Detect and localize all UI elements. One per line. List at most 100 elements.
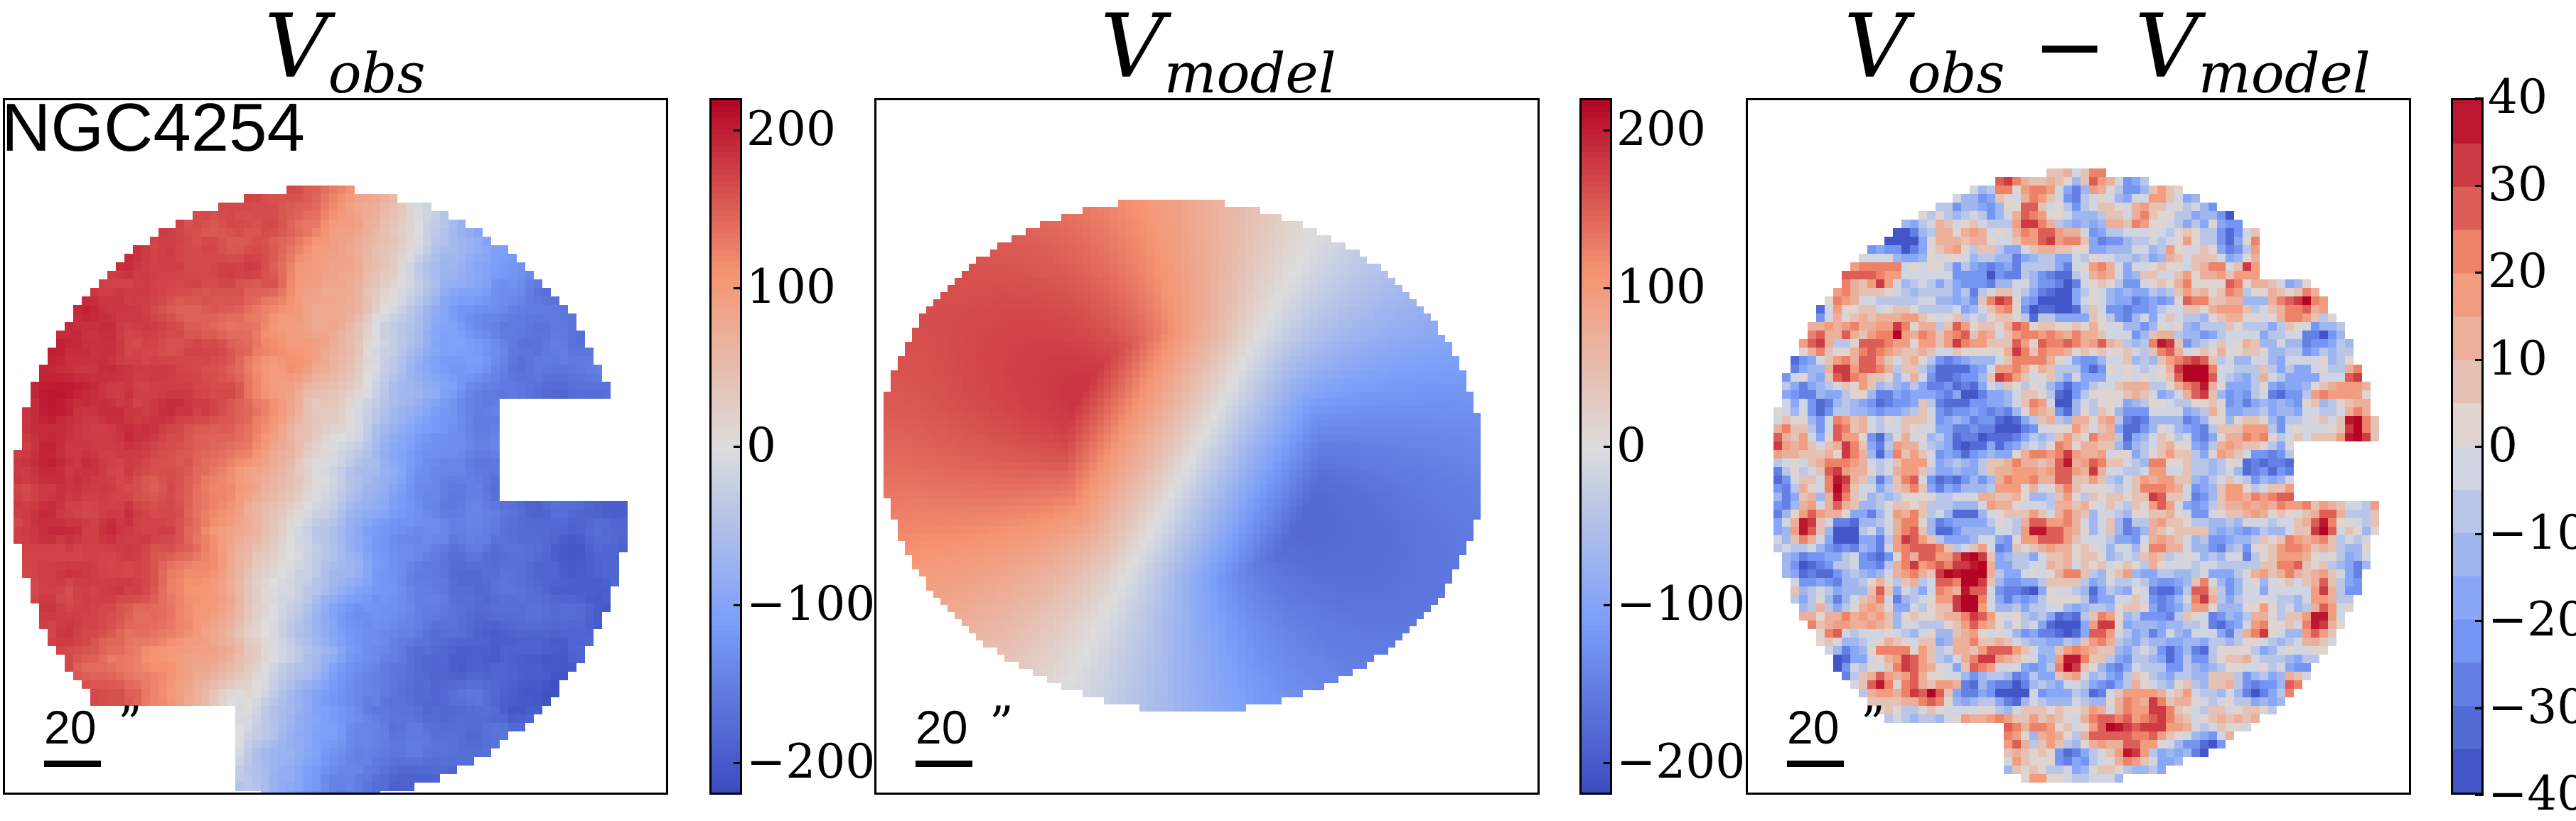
map-pixel xyxy=(338,638,346,646)
map-pixel xyxy=(1282,249,1289,257)
map-pixel xyxy=(372,612,380,621)
map-pixel xyxy=(372,510,380,518)
map-pixel xyxy=(133,288,141,296)
map-pixel xyxy=(414,603,423,612)
map-pixel xyxy=(423,467,431,476)
map-pixel xyxy=(210,476,218,484)
map-pixel xyxy=(90,518,99,527)
map-pixel xyxy=(176,271,184,279)
map-pixel xyxy=(269,296,278,305)
map-pixel xyxy=(244,518,252,527)
map-pixel xyxy=(372,714,380,723)
map-pixel xyxy=(116,382,124,390)
map-pixel xyxy=(500,544,508,552)
map-pixel xyxy=(380,407,389,416)
map-pixel xyxy=(321,621,329,629)
map-pixel xyxy=(124,586,133,595)
map-pixel xyxy=(389,510,397,518)
map-pixel xyxy=(304,356,312,365)
map-pixel xyxy=(329,774,338,783)
map-pixel xyxy=(295,279,304,288)
map-pixel xyxy=(508,262,517,271)
map-pixel xyxy=(346,313,355,322)
map-pixel xyxy=(159,331,167,339)
map-pixel xyxy=(338,783,346,791)
map-pixel xyxy=(474,271,483,279)
map-pixel xyxy=(218,407,227,416)
map-pixel xyxy=(278,262,286,271)
map-pixel xyxy=(227,612,235,621)
map-pixel xyxy=(1225,328,1232,335)
map-pixel xyxy=(449,697,457,706)
map-pixel xyxy=(312,723,321,731)
map-pixel xyxy=(304,271,312,279)
map-pixel xyxy=(602,510,611,518)
map-pixel xyxy=(124,450,133,458)
map-pixel xyxy=(355,731,363,740)
map-pixel xyxy=(48,586,56,595)
map-pixel xyxy=(542,672,551,680)
map-pixel xyxy=(602,569,611,578)
map-pixel xyxy=(278,211,286,220)
map-pixel xyxy=(321,791,329,793)
map-pixel xyxy=(483,484,491,493)
map-pixel xyxy=(346,407,355,416)
map-pixel xyxy=(363,416,372,424)
map-pixel xyxy=(559,501,568,510)
map-pixel xyxy=(167,407,176,416)
map-pixel xyxy=(406,220,414,228)
map-pixel xyxy=(218,493,227,501)
map-pixel xyxy=(304,638,312,646)
map-pixel xyxy=(483,527,491,535)
map-pixel xyxy=(31,518,39,527)
map-pixel xyxy=(1218,228,1225,235)
map-pixel xyxy=(602,527,611,535)
map-pixel xyxy=(1239,306,1246,313)
map-pixel xyxy=(474,245,483,254)
map-pixel xyxy=(1175,299,1182,306)
map-pixel xyxy=(457,561,466,569)
map-pixel xyxy=(107,561,116,569)
map-pixel xyxy=(355,603,363,612)
map-pixel xyxy=(286,697,295,706)
map-pixel xyxy=(338,271,346,279)
map-pixel xyxy=(1040,278,1047,285)
map-pixel xyxy=(56,399,65,407)
map-pixel xyxy=(969,271,976,278)
map-pixel xyxy=(22,484,31,493)
map-pixel xyxy=(286,731,295,740)
map-pixel xyxy=(585,501,594,510)
map-pixel xyxy=(491,714,500,723)
map-pixel xyxy=(542,569,551,578)
map-pixel xyxy=(82,313,90,322)
map-pixel xyxy=(1267,257,1274,264)
map-pixel xyxy=(269,655,278,663)
map-pixel xyxy=(1267,278,1274,285)
map-pixel xyxy=(338,450,346,458)
map-pixel xyxy=(1182,313,1189,321)
map-pixel xyxy=(594,569,602,578)
map-pixel xyxy=(380,561,389,569)
map-pixel xyxy=(406,680,414,689)
map-pixel xyxy=(423,365,431,373)
map-pixel xyxy=(363,356,372,365)
map-pixel xyxy=(576,544,585,552)
map-pixel xyxy=(133,510,141,518)
map-pixel xyxy=(406,365,414,373)
map-pixel xyxy=(431,245,440,254)
map-pixel xyxy=(372,723,380,731)
map-pixel xyxy=(962,313,969,321)
map-pixel xyxy=(414,638,423,646)
map-pixel xyxy=(329,501,338,510)
map-pixel xyxy=(338,390,346,399)
map-pixel xyxy=(176,544,184,552)
map-pixel xyxy=(176,441,184,450)
map-pixel xyxy=(1161,271,1168,278)
map-pixel xyxy=(990,278,997,285)
map-pixel xyxy=(997,249,1004,257)
map-pixel xyxy=(474,621,483,629)
map-pixel xyxy=(594,561,602,569)
map-pixel xyxy=(1054,235,1061,242)
map-pixel xyxy=(363,672,372,680)
map-pixel xyxy=(483,476,491,484)
